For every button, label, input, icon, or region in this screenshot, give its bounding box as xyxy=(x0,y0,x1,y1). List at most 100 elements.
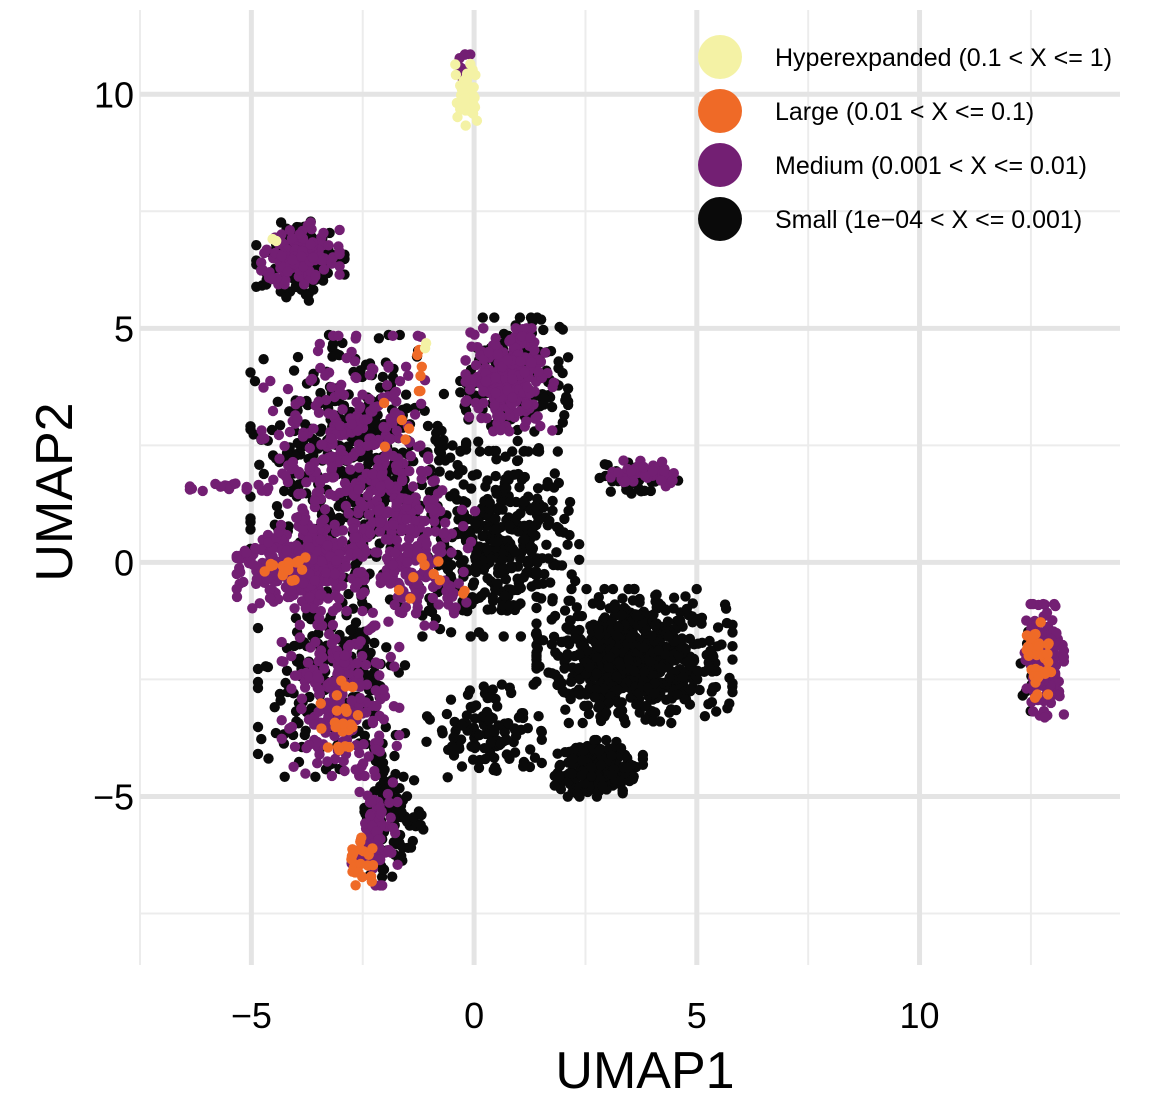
data-point xyxy=(466,741,477,752)
data-point xyxy=(343,588,354,600)
data-point xyxy=(312,758,323,769)
data-point xyxy=(275,519,287,531)
data-point xyxy=(339,650,350,661)
data-point xyxy=(535,314,547,325)
data-point xyxy=(271,501,283,512)
data-point xyxy=(354,786,365,798)
data-point xyxy=(346,695,357,706)
data-point xyxy=(557,367,568,379)
data-point xyxy=(350,617,362,628)
data-point xyxy=(560,704,571,715)
data-point xyxy=(357,605,368,617)
data-point xyxy=(477,312,488,323)
data-point xyxy=(539,568,550,580)
data-point xyxy=(618,455,629,466)
data-point xyxy=(633,483,645,494)
data-point xyxy=(282,383,294,395)
data-point xyxy=(318,227,329,239)
data-point xyxy=(532,411,543,422)
data-point xyxy=(281,292,292,303)
data-point xyxy=(299,419,311,430)
data-point xyxy=(1047,615,1058,626)
data-point xyxy=(354,692,366,704)
data-point xyxy=(532,557,543,568)
data-point xyxy=(383,362,394,373)
data-point xyxy=(301,477,312,488)
data-point xyxy=(271,235,282,247)
data-point xyxy=(310,636,321,648)
data-point xyxy=(303,739,315,751)
data-point xyxy=(409,515,420,526)
data-point xyxy=(288,761,299,772)
data-point xyxy=(309,575,321,586)
data-point xyxy=(317,275,329,286)
data-point xyxy=(467,580,479,591)
data-point xyxy=(656,456,668,467)
data-point xyxy=(444,470,455,481)
data-point xyxy=(258,382,269,393)
data-point xyxy=(462,543,474,554)
data-point xyxy=(490,372,501,383)
data-point xyxy=(293,466,305,478)
data-point xyxy=(288,365,300,376)
data-point xyxy=(448,732,459,743)
data-point xyxy=(382,788,394,800)
data-point xyxy=(620,476,631,487)
data-point xyxy=(290,399,301,410)
data-point xyxy=(469,102,481,113)
data-point xyxy=(430,434,441,445)
data-point xyxy=(516,474,528,485)
data-point xyxy=(387,871,398,882)
data-point xyxy=(459,93,470,104)
data-point xyxy=(683,656,694,667)
data-point xyxy=(631,699,642,710)
data-point xyxy=(379,764,390,775)
data-point xyxy=(603,697,614,709)
data-point xyxy=(527,527,538,538)
data-point xyxy=(566,569,577,580)
data-point xyxy=(263,482,274,494)
data-point xyxy=(589,734,600,746)
data-point xyxy=(353,462,365,473)
data-point xyxy=(366,871,377,882)
data-point xyxy=(376,806,387,817)
data-point xyxy=(724,698,735,709)
data-point xyxy=(368,620,380,631)
data-point xyxy=(691,583,702,595)
data-point xyxy=(363,457,374,469)
data-point xyxy=(197,485,208,497)
data-point xyxy=(556,560,568,571)
data-point xyxy=(401,513,412,525)
data-point xyxy=(307,523,319,534)
x-tick-label: −5 xyxy=(231,995,272,1036)
data-point xyxy=(408,812,419,823)
data-point xyxy=(620,717,631,729)
data-point xyxy=(565,615,576,626)
data-point xyxy=(394,606,405,618)
data-point xyxy=(672,689,683,700)
data-point xyxy=(490,387,501,399)
data-point xyxy=(478,386,489,397)
data-point xyxy=(1031,649,1042,661)
data-point xyxy=(267,405,279,417)
legend-label: Hyperexpanded (0.1 < X <= 1) xyxy=(775,44,1112,72)
data-point xyxy=(509,747,521,758)
y-tick-label: 10 xyxy=(94,74,134,115)
data-point xyxy=(460,437,472,448)
data-point xyxy=(249,376,261,387)
data-point xyxy=(234,562,245,574)
data-point xyxy=(489,399,500,411)
data-point xyxy=(286,650,297,662)
data-point xyxy=(554,771,565,783)
data-point xyxy=(704,635,715,647)
data-point xyxy=(437,485,448,496)
data-point xyxy=(703,661,715,673)
data-point xyxy=(355,836,366,847)
data-point xyxy=(651,589,662,600)
data-point xyxy=(574,648,585,660)
data-point xyxy=(591,668,602,679)
data-point xyxy=(353,668,364,679)
data-point xyxy=(458,566,469,578)
data-point xyxy=(318,514,330,525)
data-point xyxy=(522,381,533,393)
